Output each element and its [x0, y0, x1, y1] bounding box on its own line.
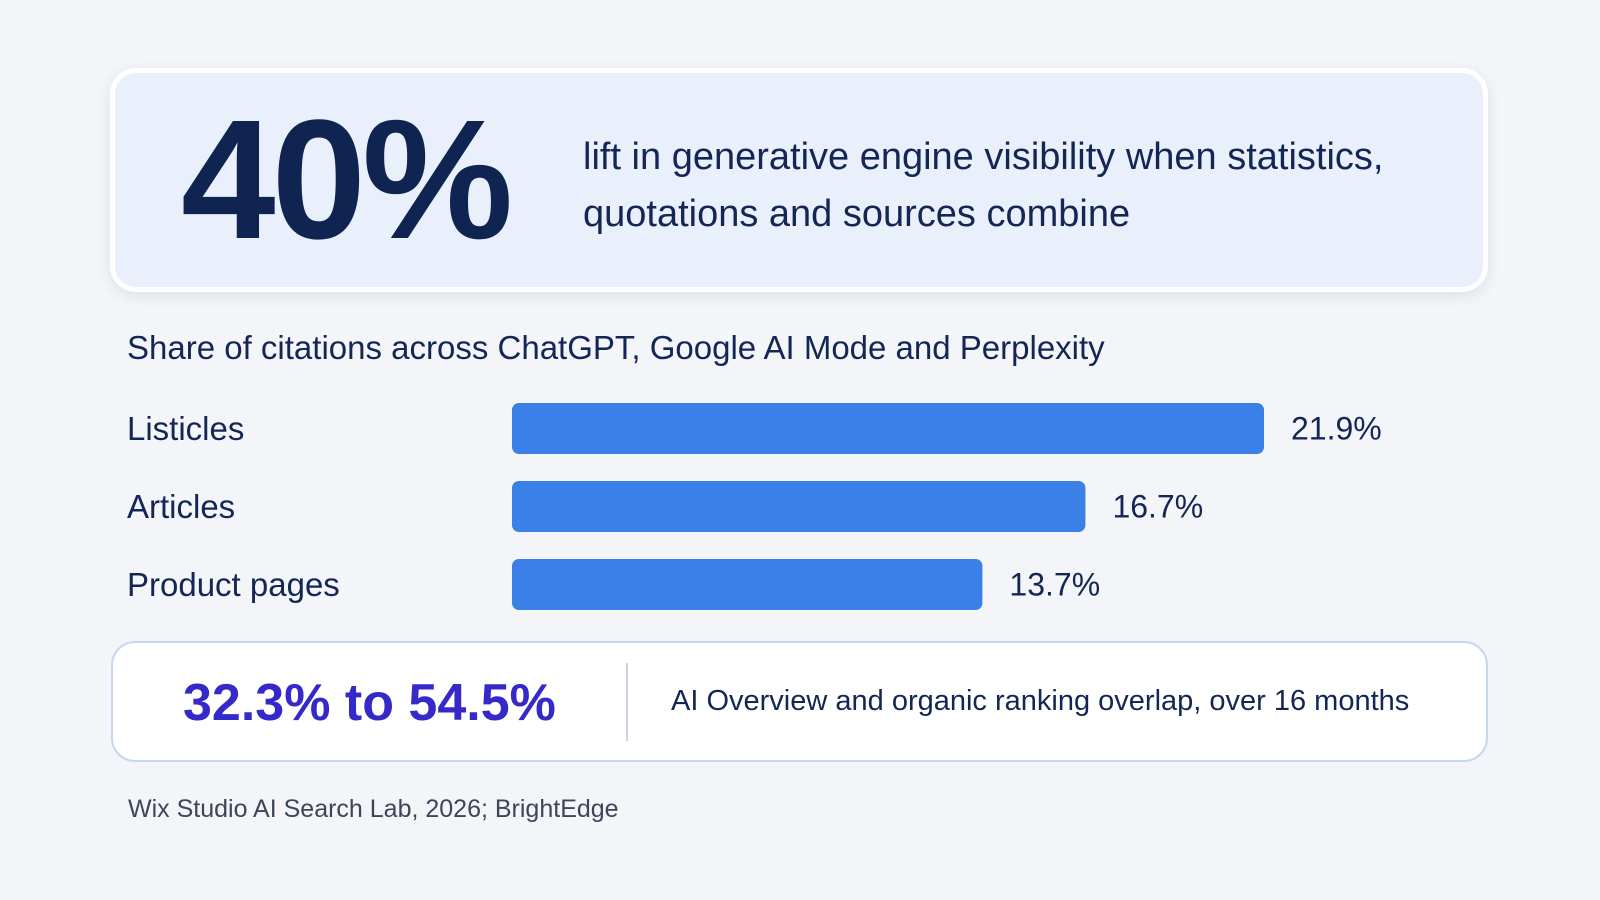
- value-label-product-pages: 13.7%: [1009, 567, 1100, 603]
- value-label-articles: 16.7%: [1112, 489, 1203, 525]
- range-value: 32.3% to 54.5%: [183, 674, 556, 732]
- range-card: 32.3% to 54.5% AI Overview and organic r…: [111, 641, 1488, 762]
- chart-title: Share of citations across ChatGPT, Googl…: [127, 329, 1105, 366]
- range-divider: [626, 663, 628, 741]
- category-label-listicles: Listicles: [127, 410, 244, 447]
- category-label-product-pages: Product pages: [127, 566, 340, 603]
- bar-articles: [512, 481, 1086, 532]
- category-label-articles: Articles: [127, 488, 235, 525]
- value-label-listicles: 21.9%: [1291, 411, 1382, 447]
- source-note: Wix Studio AI Search Lab, 2026; BrightEd…: [128, 795, 619, 823]
- hero-card: 40% lift in generative engine visibility…: [110, 68, 1488, 292]
- range-description: AI Overview and organic ranking overlap,…: [671, 685, 1410, 717]
- bar-listicles: [512, 403, 1264, 454]
- bar-product-pages: [512, 559, 983, 610]
- hero-stat: 40%: [181, 85, 513, 275]
- hero-description: lift in generative engine visibility whe…: [583, 136, 1384, 235]
